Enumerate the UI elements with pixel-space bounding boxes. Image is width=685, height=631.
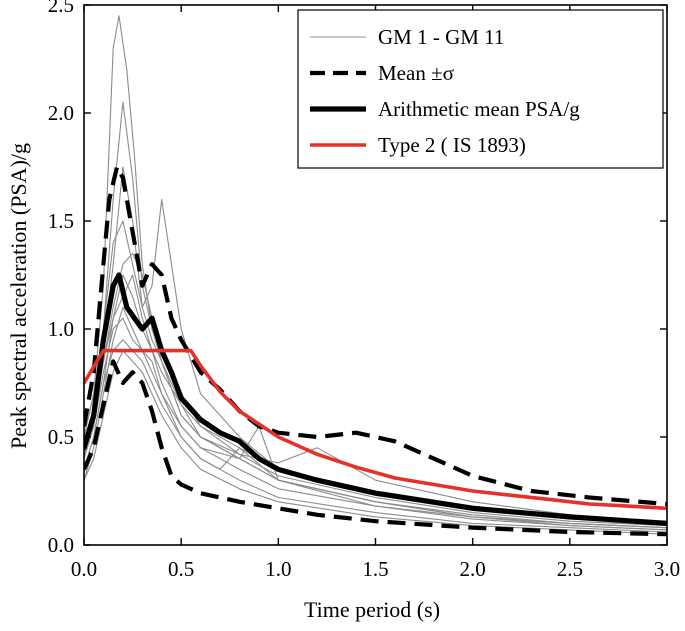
y-tick-label: 0.0	[48, 533, 74, 557]
x-tick-label: 0.0	[71, 557, 97, 581]
series-line-thin-gray-7	[84, 339, 667, 533]
series-line-dashed-black-11	[84, 164, 667, 507]
x-tick-label: 1.5	[362, 557, 388, 581]
x-tick-label: 0.5	[168, 557, 194, 581]
series-line-dashed-black-12	[84, 359, 667, 537]
y-tick-label: 1.5	[48, 209, 74, 233]
y-axis-title: Peak spectral acceleration (PSA)/g	[6, 143, 31, 449]
legend-box	[297, 9, 664, 169]
series-line-thin-gray-4	[84, 274, 667, 531]
series-line-thin-gray-8	[84, 350, 667, 535]
series-line-red-14	[84, 348, 667, 511]
legend-label: Mean ±σ	[378, 61, 454, 85]
plot-lines	[84, 15, 667, 537]
legend: GM 1 - GM 11 Mean ±σ Arithmetic mean PSA/g…	[297, 9, 664, 169]
y-tick-label: 2.0	[48, 101, 74, 125]
x-tick-label: 3.0	[654, 557, 680, 581]
series-line-thin-gray-5	[84, 306, 667, 531]
x-tick-label: 2.0	[460, 557, 486, 581]
series-line-thin-gray-10	[84, 317, 667, 529]
x-tick-label: 1.0	[265, 557, 291, 581]
legend-label: GM 1 - GM 11	[378, 25, 504, 49]
ticks: 0.0 0.5 1.0 1.5 2.0 2.5 3.0 0.0 0.5 1.0 1.5 2.0 2.5	[48, 0, 680, 581]
y-tick-label: 2.5	[48, 0, 74, 17]
legend-label: Arithmetic mean PSA/g	[378, 97, 580, 121]
y-tick-label: 1.0	[48, 317, 74, 341]
y-tick-label: 0.5	[48, 425, 74, 449]
x-axis-title: Time period (s)	[304, 597, 440, 622]
series-line-thick-black-13	[84, 272, 667, 526]
x-tick-label: 2.5	[557, 557, 583, 581]
legend-label: Type 2 ( IS 1893)	[378, 133, 526, 157]
